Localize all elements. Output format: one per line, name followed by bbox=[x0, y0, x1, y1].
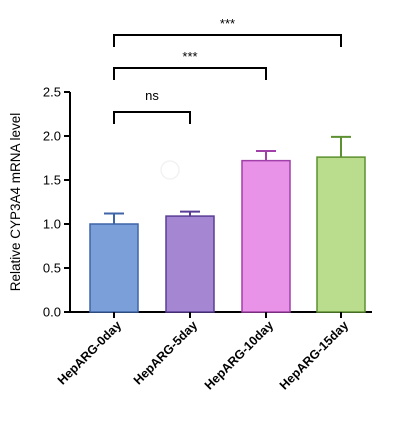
significance-label: *** bbox=[182, 49, 197, 64]
bars-group bbox=[89, 156, 366, 313]
x-axis-labels: HepARG-0day HepARG-5day HepARG-10day HepARG… bbox=[55, 312, 351, 392]
x-category-label: HepARG-10day bbox=[202, 318, 276, 392]
watermark-layer bbox=[110, 160, 340, 300]
error-bars-group bbox=[104, 135, 351, 224]
y-tick-label: 0.0 bbox=[43, 305, 61, 320]
significance-bracket bbox=[113, 111, 191, 124]
bar bbox=[241, 159, 291, 313]
significance-bracket bbox=[113, 67, 267, 80]
x-category-label: HepARG-5day bbox=[131, 318, 200, 387]
x-category-label: HepARG-0day bbox=[55, 318, 124, 387]
significance-label: ns bbox=[145, 88, 159, 103]
bar bbox=[316, 156, 366, 313]
significance-brackets: ns *** *** bbox=[113, 16, 342, 124]
watermark-circle bbox=[160, 160, 180, 180]
y-axis-ticks: 0.0 0.5 1.0 1.5 2.0 2.5 bbox=[43, 85, 70, 320]
y-tick-label: 1.5 bbox=[43, 173, 61, 188]
bar bbox=[89, 223, 139, 313]
y-tick-label: 2.5 bbox=[43, 85, 61, 100]
y-tick-label: 1.0 bbox=[43, 217, 61, 232]
y-axis-title: Relative CYP3A4 mRNA level bbox=[8, 113, 23, 292]
x-category-label: HepARG-15day bbox=[277, 318, 351, 392]
significance-bracket bbox=[113, 34, 342, 47]
bar bbox=[165, 215, 215, 313]
y-tick-label: 0.5 bbox=[43, 261, 61, 276]
y-tick-label: 2.0 bbox=[43, 129, 61, 144]
significance-label: *** bbox=[220, 16, 235, 31]
